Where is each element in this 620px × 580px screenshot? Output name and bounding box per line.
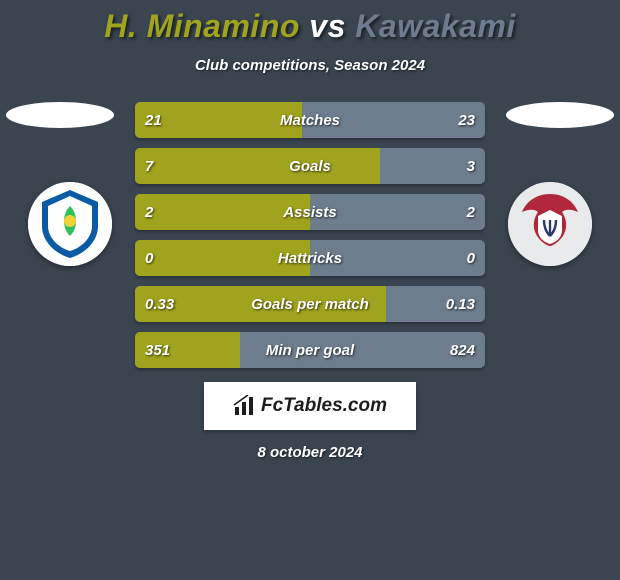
- comparison-card: H. Minamino vs Kawakami Club competition…: [0, 0, 620, 461]
- vs-separator: vs: [309, 8, 346, 44]
- crest-left-icon: [28, 182, 112, 266]
- stat-row: 0.330.13Goals per match: [135, 286, 485, 322]
- club-badge-left: [28, 182, 112, 266]
- stat-label: Assists: [135, 194, 485, 230]
- stat-label: Goals per match: [135, 286, 485, 322]
- chart-icon: [233, 395, 255, 417]
- brand-text: FcTables.com: [261, 395, 387, 417]
- stat-label: Matches: [135, 102, 485, 138]
- player2-name: Kawakami: [355, 8, 516, 44]
- stat-row: 00Hattricks: [135, 240, 485, 276]
- shadow-ellipse-right: [506, 102, 614, 128]
- shadow-ellipse-left: [6, 102, 114, 128]
- stat-row: 351824Min per goal: [135, 332, 485, 368]
- stat-row: 2123Matches: [135, 102, 485, 138]
- stat-label: Hattricks: [135, 240, 485, 276]
- content-area: 2123Matches 73Goals 22Assists 00Hattricks 0.…: [0, 102, 620, 461]
- brand-logo: FcTables.com: [204, 382, 416, 430]
- stat-bars: 2123Matches 73Goals 22Assists 00Hattricks 0.…: [135, 102, 485, 368]
- page-title: H. Minamino vs Kawakami: [0, 8, 620, 45]
- club-badge-right: [508, 182, 592, 266]
- stat-label: Min per goal: [135, 332, 485, 368]
- stat-row: 22Assists: [135, 194, 485, 230]
- subtitle: Club competitions, Season 2024: [0, 57, 620, 74]
- player1-name: H. Minamino: [104, 8, 300, 44]
- date-label: 8 october 2024: [0, 444, 620, 461]
- stat-label: Goals: [135, 148, 485, 184]
- crest-right-icon: [508, 182, 592, 266]
- stat-row: 73Goals: [135, 148, 485, 184]
